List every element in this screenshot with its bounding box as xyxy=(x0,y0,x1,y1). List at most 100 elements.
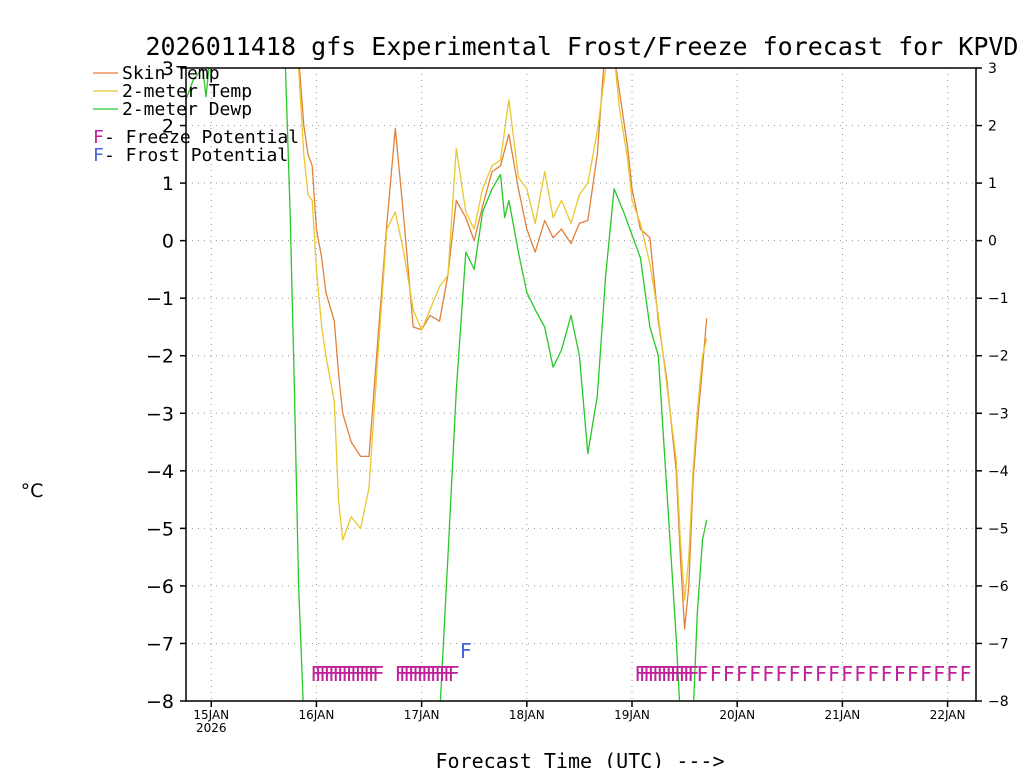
freeze-potential-mark: F xyxy=(634,662,646,686)
freeze-potential-mark: F xyxy=(448,662,460,686)
x-tick-sublabel: 2026 xyxy=(196,721,227,735)
y-tick-label-left: −1 xyxy=(146,288,174,310)
freeze-potential-mark: F xyxy=(359,662,371,686)
freeze-potential-mark: F xyxy=(319,662,331,686)
legend-letter-frost: F xyxy=(93,145,104,166)
freeze-potential-mark: F xyxy=(679,662,691,686)
y-tick-label-right: −6 xyxy=(988,579,1009,595)
legend-text-freeze: - Freeze Potential xyxy=(104,127,299,148)
freeze-potential-mark: F xyxy=(661,662,673,686)
freeze-potential-mark: F xyxy=(425,662,437,686)
x-tick-label: 15JAN xyxy=(193,708,229,722)
frost-potential-mark: F xyxy=(460,639,472,663)
freeze-potential-mark: F xyxy=(815,662,827,686)
y-tick-label-right: −7 xyxy=(988,636,1009,652)
freeze-potential-mark: F xyxy=(443,662,455,686)
freeze-potential-mark: F xyxy=(421,662,433,686)
freeze-potential-mark: F xyxy=(736,662,748,686)
y-tick-label-right: 2 xyxy=(988,119,997,135)
freeze-potential-mark: F xyxy=(933,662,945,686)
series-layer xyxy=(186,68,708,701)
freeze-potential-mark: F xyxy=(683,662,695,686)
y-tick-label-left: −6 xyxy=(146,576,174,598)
freeze-potential-mark: F xyxy=(315,662,327,686)
y-tick-label-left: −5 xyxy=(146,518,174,540)
x-tick-label: 19JAN xyxy=(614,708,650,722)
freeze-potential-mark: F xyxy=(657,662,669,686)
y-tick-label-right: −1 xyxy=(988,291,1009,307)
x-tick-label: 17JAN xyxy=(404,708,440,722)
x-tick-label: 16JAN xyxy=(299,708,335,722)
y-tick-label-left: 3 xyxy=(162,58,174,80)
y-tick-label-left: −2 xyxy=(146,346,174,368)
freeze-potential-mark: F xyxy=(408,662,420,686)
y-tick-label-right: −4 xyxy=(988,464,1009,480)
legend-text-frost: - Frost Potential xyxy=(104,145,288,166)
y-tick-label-left: −3 xyxy=(146,403,174,425)
x-axis-label: Forecast Time (UTC) ---> xyxy=(436,749,725,768)
freeze-potential-mark: F xyxy=(665,662,677,686)
y-axis-label: °C xyxy=(21,480,44,502)
freeze-potential-mark: F xyxy=(350,662,362,686)
x-tick-label: 20JAN xyxy=(719,708,755,722)
freeze-potential-mark: F xyxy=(710,662,722,686)
x-tick-label: 18JAN xyxy=(509,708,545,722)
freeze-potential-mark: F xyxy=(643,662,655,686)
freeze-potential-mark: F xyxy=(363,662,375,686)
freeze-potential-mark: F xyxy=(355,662,367,686)
freeze-potential-mark: F xyxy=(333,662,345,686)
freeze-potential-mark: F xyxy=(696,662,708,686)
freeze-potential-mark: F xyxy=(639,662,651,686)
y-tick-label-left: −8 xyxy=(146,691,174,713)
freeze-potential-mark: F xyxy=(324,662,336,686)
x-tick-label: 22JAN xyxy=(930,708,966,722)
freeze-potential-mark: F xyxy=(412,662,424,686)
y-tick-label-right: −5 xyxy=(988,521,1009,537)
freeze-potential-mark: F xyxy=(802,662,814,686)
freeze-potential-mark: F xyxy=(867,662,879,686)
freeze-potential-mark: F xyxy=(310,662,322,686)
y-tick-label-left: −7 xyxy=(146,633,174,655)
freeze-potential-mark: F xyxy=(775,662,787,686)
y-axis-ticks: −8 −7 −6 −5 −4 −3 −2 −1 0 1 2 3 −8 −7 −6 −5 −4 −3 −2 −1 0 1 2 3 xyxy=(146,58,1009,713)
series-line-temp xyxy=(297,68,708,601)
y-tick-label-right: 1 xyxy=(988,176,997,192)
freeze-potential-mark: F xyxy=(341,662,353,686)
series-line-skin xyxy=(298,68,708,630)
freeze-potential-mark: F xyxy=(652,662,664,686)
freeze-potential-mark: F xyxy=(946,662,958,686)
freeze-potential-mark: F xyxy=(723,662,735,686)
y-tick-label-left: 2 xyxy=(162,116,174,138)
freeze-potential-mark: F xyxy=(841,662,853,686)
y-tick-label-left: 1 xyxy=(162,173,174,195)
freeze-potential-mark: F xyxy=(881,662,893,686)
freeze-potential-mark: F xyxy=(920,662,932,686)
freeze-potential-mark: F xyxy=(762,662,774,686)
freeze-potential-mark: F xyxy=(854,662,866,686)
y-tick-label-right: −8 xyxy=(988,694,1009,710)
x-tick-label: 21JAN xyxy=(825,708,861,722)
freeze-potential-mark: F xyxy=(346,662,358,686)
freeze-potential-mark: F xyxy=(959,662,971,686)
legend-label-temp: 2-meter Temp xyxy=(122,81,252,102)
freeze-potential-mark: F xyxy=(439,662,451,686)
freeze-potential-mark: F xyxy=(430,662,442,686)
y-tick-label-right: −3 xyxy=(988,406,1009,422)
freeze-potential-mark: F xyxy=(828,662,840,686)
freeze-potential-mark: F xyxy=(789,662,801,686)
freeze-potential-mark: F xyxy=(648,662,660,686)
plot-frame xyxy=(185,67,977,702)
y-tick-label-left: −4 xyxy=(146,461,174,483)
freeze-potential-mark: F xyxy=(687,662,699,686)
freeze-potential-mark: F xyxy=(417,662,429,686)
freeze-potential-mark: F xyxy=(372,662,384,686)
freeze-potential-mark: F xyxy=(894,662,906,686)
chart-title: 2026011418 gfs Experimental Frost/Freeze… xyxy=(146,32,1019,61)
freeze-potential-mark: F xyxy=(399,662,411,686)
y-tick-label-left: 0 xyxy=(162,231,174,253)
legend-label-dewp: 2-meter Dewp xyxy=(122,99,252,120)
